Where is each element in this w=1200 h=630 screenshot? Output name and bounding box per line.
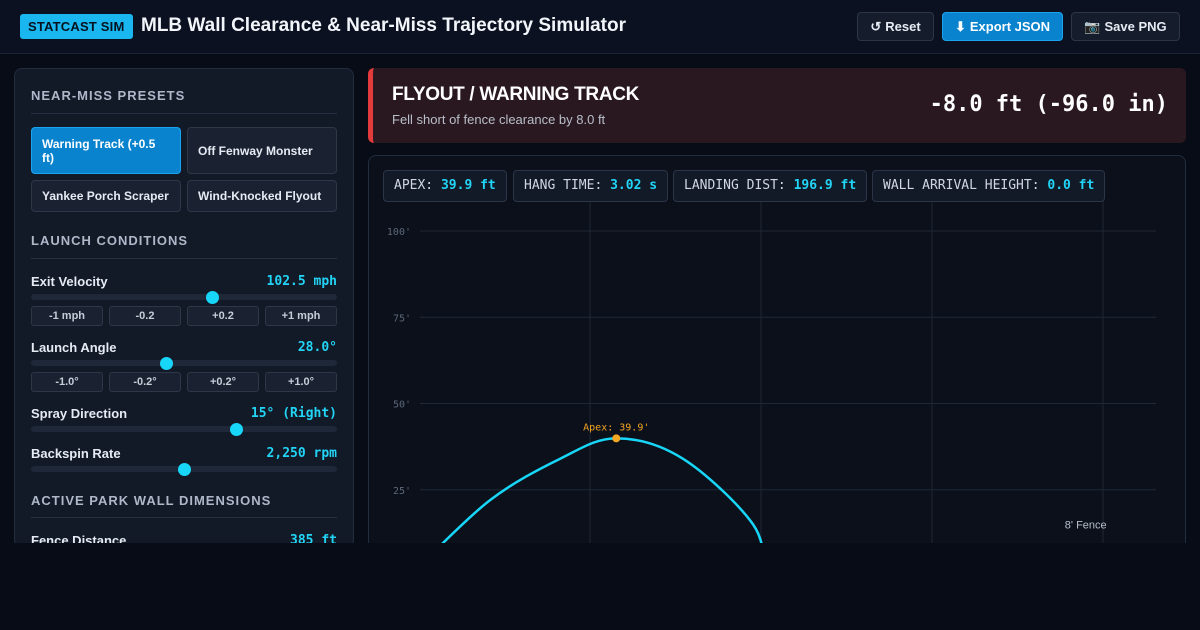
divider xyxy=(31,258,337,259)
stat-value: 39.9 ft xyxy=(440,178,496,193)
ev-plus-02-button[interactable]: +0.2 xyxy=(187,306,259,326)
export-label: Export JSON xyxy=(969,19,1051,34)
apex-label: Apex: 39.9' xyxy=(583,422,649,433)
preset-warning-track[interactable]: Warning Track (+0.5 ft) xyxy=(31,127,181,174)
ev-plus-1-button[interactable]: +1 mph xyxy=(265,306,337,326)
launch-angle-slider[interactable] xyxy=(31,357,337,370)
launch-angle-label: Launch Angle xyxy=(31,340,117,355)
y-tick-label: 50' xyxy=(393,400,411,411)
la-plus-02-button[interactable]: +0.2° xyxy=(187,372,259,392)
spray-label: Spray Direction xyxy=(31,406,128,421)
stat-label: HANG TIME: xyxy=(524,178,603,193)
backspin-value: 2,250 rpm xyxy=(266,446,337,461)
divider xyxy=(31,113,337,114)
exit-velocity-slider[interactable] xyxy=(31,291,337,304)
camera-icon: 📷 xyxy=(1084,19,1101,34)
stat-value: 3.02 s xyxy=(610,178,658,193)
exit-velocity-label: Exit Velocity xyxy=(31,274,108,289)
top-bar: STATCAST SIM MLB Wall Clearance & Near-M… xyxy=(0,0,1200,54)
app-title: MLB Wall Clearance & Near-Miss Trajector… xyxy=(141,15,627,36)
save-png-button[interactable]: 📷 Save PNG xyxy=(1071,12,1180,41)
app-logo: STATCAST SIM xyxy=(20,14,133,39)
spray-slider[interactable] xyxy=(31,423,337,436)
stat-value: 196.9 ft xyxy=(793,178,857,193)
launch-angle-value: 28.0° xyxy=(297,340,337,355)
stat-value: 0.0 ft xyxy=(1047,178,1095,193)
la-plus-1-button[interactable]: +1.0° xyxy=(265,372,337,392)
exit-velocity-value: 102.5 mph xyxy=(266,274,337,289)
trajectory-line xyxy=(430,437,765,554)
ev-minus-02-button[interactable]: -0.2 xyxy=(109,306,181,326)
backspin-label: Backspin Rate xyxy=(31,446,121,461)
reset-button[interactable]: ↺ Reset xyxy=(857,12,934,41)
slider-thumb[interactable] xyxy=(205,291,219,304)
apex-marker xyxy=(612,434,621,443)
slider-thumb[interactable] xyxy=(178,463,191,476)
reset-label: Reset xyxy=(885,19,921,34)
stat-label: APEX: xyxy=(394,178,434,193)
result-banner: FLYOUT / WARNING TRACK Fell short of fen… xyxy=(368,68,1186,143)
stat-hang-time: HANG TIME: 3.02 s xyxy=(513,170,669,202)
preset-fenway-monster[interactable]: Off Fenway Monster xyxy=(187,127,337,174)
export-json-button[interactable]: ⬇ Export JSON xyxy=(942,12,1063,41)
result-value: -8.0 ft (-96.0 in) xyxy=(929,92,1168,117)
stat-label: WALL ARRIVAL HEIGHT: xyxy=(883,178,1040,193)
ev-minus-1-button[interactable]: -1 mph xyxy=(31,306,103,326)
la-minus-1-button[interactable]: -1.0° xyxy=(31,372,103,392)
y-tick-label: 25' xyxy=(393,486,411,497)
trajectory-chart-card: 100' 75' 50' 25' Apex: 39.9' 8' Fence APEX: 3… xyxy=(368,155,1186,555)
stat-label: LANDING DIST: xyxy=(684,178,786,193)
stat-landing-dist: LANDING DIST: 196.9 ft xyxy=(673,170,868,202)
spray-value: 15° (Right) xyxy=(250,406,337,421)
presets-title: NEAR-MISS PRESETS xyxy=(31,88,186,103)
result-title: FLYOUT / WARNING TRACK xyxy=(392,84,640,105)
la-minus-02-button[interactable]: -0.2° xyxy=(109,372,181,392)
bottom-area xyxy=(0,543,1200,630)
reset-icon: ↺ xyxy=(870,19,882,34)
slider-thumb[interactable] xyxy=(159,357,173,370)
slider-thumb[interactable] xyxy=(230,423,244,436)
y-tick-label: 75' xyxy=(393,313,411,324)
control-panel: NEAR-MISS PRESETS Warning Track (+0.5 ft… xyxy=(14,68,354,548)
download-icon: ⬇ xyxy=(954,19,966,34)
y-tick-label: 100' xyxy=(387,227,411,238)
stat-wall-arrival: WALL ARRIVAL HEIGHT: 0.0 ft xyxy=(872,170,1106,202)
backspin-slider[interactable] xyxy=(31,463,337,476)
trajectory-chart: 100' 75' 50' 25' Apex: 39.9' 8' Fence xyxy=(387,201,1156,554)
preset-wind-flyout[interactable]: Wind-Knocked Flyout xyxy=(187,180,337,212)
park-title: ACTIVE PARK WALL DIMENSIONS xyxy=(31,493,272,508)
result-subtitle: Fell short of fence clearance by 8.0 ft xyxy=(392,112,606,127)
divider xyxy=(31,517,337,518)
launch-title: LAUNCH CONDITIONS xyxy=(31,233,189,248)
preset-yankee-porch[interactable]: Yankee Porch Scraper xyxy=(31,180,181,212)
save-label: Save PNG xyxy=(1104,19,1167,34)
fence-label: 8' Fence xyxy=(1065,519,1107,531)
stat-apex: APEX: 39.9 ft xyxy=(383,170,507,202)
